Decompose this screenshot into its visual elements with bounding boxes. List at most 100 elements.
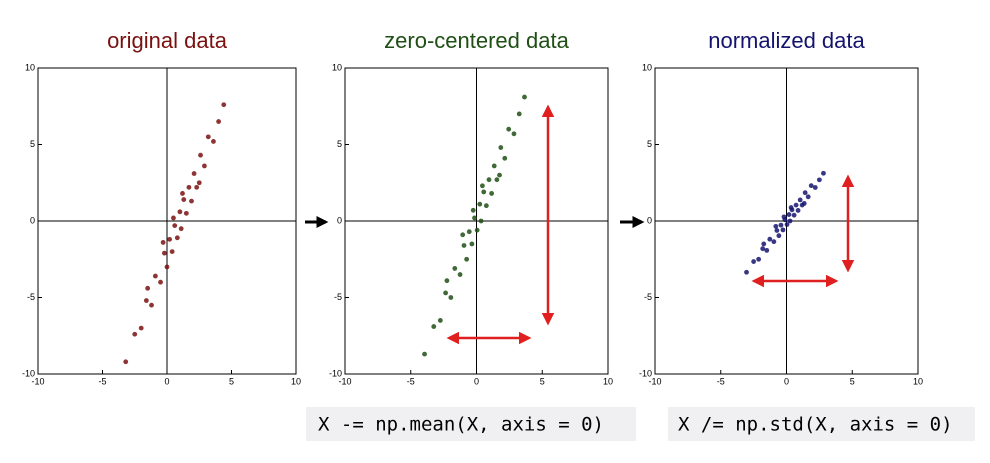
point bbox=[477, 201, 483, 207]
point bbox=[764, 247, 770, 253]
point bbox=[784, 222, 790, 227]
point bbox=[158, 279, 163, 285]
point bbox=[781, 214, 787, 220]
point bbox=[189, 198, 194, 204]
chart-title: zero-centered data bbox=[384, 28, 569, 53]
point bbox=[516, 111, 522, 117]
x-tick-label: 5 bbox=[540, 376, 545, 386]
point bbox=[744, 269, 749, 275]
y-tick-label: 0 bbox=[30, 215, 35, 225]
point bbox=[181, 197, 187, 202]
code-annotation: X -= np.mean(X, axis = 0) bbox=[318, 414, 604, 436]
point bbox=[502, 155, 508, 161]
point bbox=[802, 190, 808, 196]
spread-arrows bbox=[446, 104, 855, 345]
x-tick-label: 0 bbox=[164, 376, 169, 386]
point bbox=[470, 207, 476, 213]
point bbox=[186, 184, 192, 190]
point bbox=[448, 295, 454, 300]
point bbox=[452, 266, 458, 271]
point bbox=[174, 235, 180, 241]
point bbox=[474, 227, 480, 233]
point bbox=[774, 228, 780, 233]
y-tick-label: 0 bbox=[647, 215, 652, 225]
point bbox=[443, 290, 448, 296]
x-tick-label: -5 bbox=[717, 376, 725, 386]
point bbox=[221, 102, 227, 108]
point bbox=[497, 172, 502, 178]
y-tick-label: 10 bbox=[332, 62, 342, 72]
y-tick-label: -10 bbox=[329, 368, 342, 378]
point bbox=[191, 171, 197, 176]
point bbox=[780, 227, 786, 233]
y-tick-label: -10 bbox=[639, 368, 652, 378]
point bbox=[522, 94, 527, 100]
point bbox=[211, 139, 216, 144]
point bbox=[466, 229, 472, 235]
point bbox=[422, 351, 427, 357]
point bbox=[771, 239, 777, 245]
point bbox=[494, 177, 500, 183]
point bbox=[786, 212, 792, 217]
point bbox=[778, 222, 784, 228]
point bbox=[808, 183, 814, 189]
point bbox=[812, 185, 818, 190]
point bbox=[776, 233, 782, 239]
point bbox=[486, 177, 492, 183]
point bbox=[132, 331, 138, 337]
x-tick-label: 0 bbox=[784, 376, 789, 386]
point bbox=[143, 298, 149, 303]
y-tick-label: 10 bbox=[25, 62, 35, 72]
x-tick-label: -10 bbox=[31, 376, 44, 386]
point bbox=[152, 273, 158, 279]
point bbox=[478, 218, 484, 224]
point bbox=[481, 189, 487, 195]
code-box bbox=[306, 407, 636, 441]
point bbox=[164, 264, 170, 270]
point bbox=[194, 184, 200, 190]
point bbox=[797, 197, 803, 203]
point bbox=[162, 250, 167, 256]
point bbox=[491, 163, 497, 169]
x-tick-label: 10 bbox=[913, 376, 923, 386]
point bbox=[801, 201, 807, 206]
point bbox=[171, 215, 176, 221]
y-tick-label: 0 bbox=[337, 215, 342, 225]
chart-title: normalized data bbox=[708, 28, 865, 53]
point bbox=[464, 256, 470, 262]
point bbox=[167, 236, 172, 242]
point bbox=[169, 249, 175, 255]
point bbox=[457, 272, 463, 277]
x-tick-label: 5 bbox=[850, 376, 855, 386]
point bbox=[756, 256, 762, 262]
x-tick-label: 10 bbox=[291, 376, 301, 386]
point bbox=[177, 209, 183, 215]
point bbox=[216, 119, 222, 124]
point bbox=[793, 202, 799, 208]
point bbox=[160, 240, 166, 245]
x-tick-label: -5 bbox=[98, 376, 106, 386]
point bbox=[821, 170, 826, 176]
point bbox=[145, 285, 151, 291]
point bbox=[760, 246, 766, 252]
point bbox=[183, 210, 189, 216]
point bbox=[460, 232, 466, 238]
point bbox=[198, 152, 203, 158]
x-tick-label: 0 bbox=[474, 376, 479, 386]
y-tick-label: 5 bbox=[30, 139, 35, 149]
x-tick-label: -10 bbox=[338, 376, 351, 386]
y-tick-label: 10 bbox=[642, 62, 652, 72]
y-tick-label: -10 bbox=[22, 368, 35, 378]
point bbox=[773, 223, 779, 229]
point bbox=[816, 177, 822, 183]
point bbox=[172, 223, 178, 228]
point bbox=[472, 215, 477, 221]
code-annotation: X /= np.std(X, axis = 0) bbox=[678, 414, 953, 436]
point bbox=[498, 145, 504, 150]
point bbox=[149, 302, 154, 308]
point bbox=[196, 180, 202, 186]
point bbox=[511, 131, 517, 137]
y-tick-label: -5 bbox=[644, 292, 652, 302]
y-tick-label: -5 bbox=[27, 292, 35, 302]
